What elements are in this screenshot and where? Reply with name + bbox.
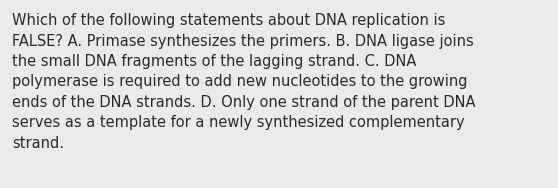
Text: Which of the following statements about DNA replication is
FALSE? A. Primase syn: Which of the following statements about … <box>12 13 476 151</box>
